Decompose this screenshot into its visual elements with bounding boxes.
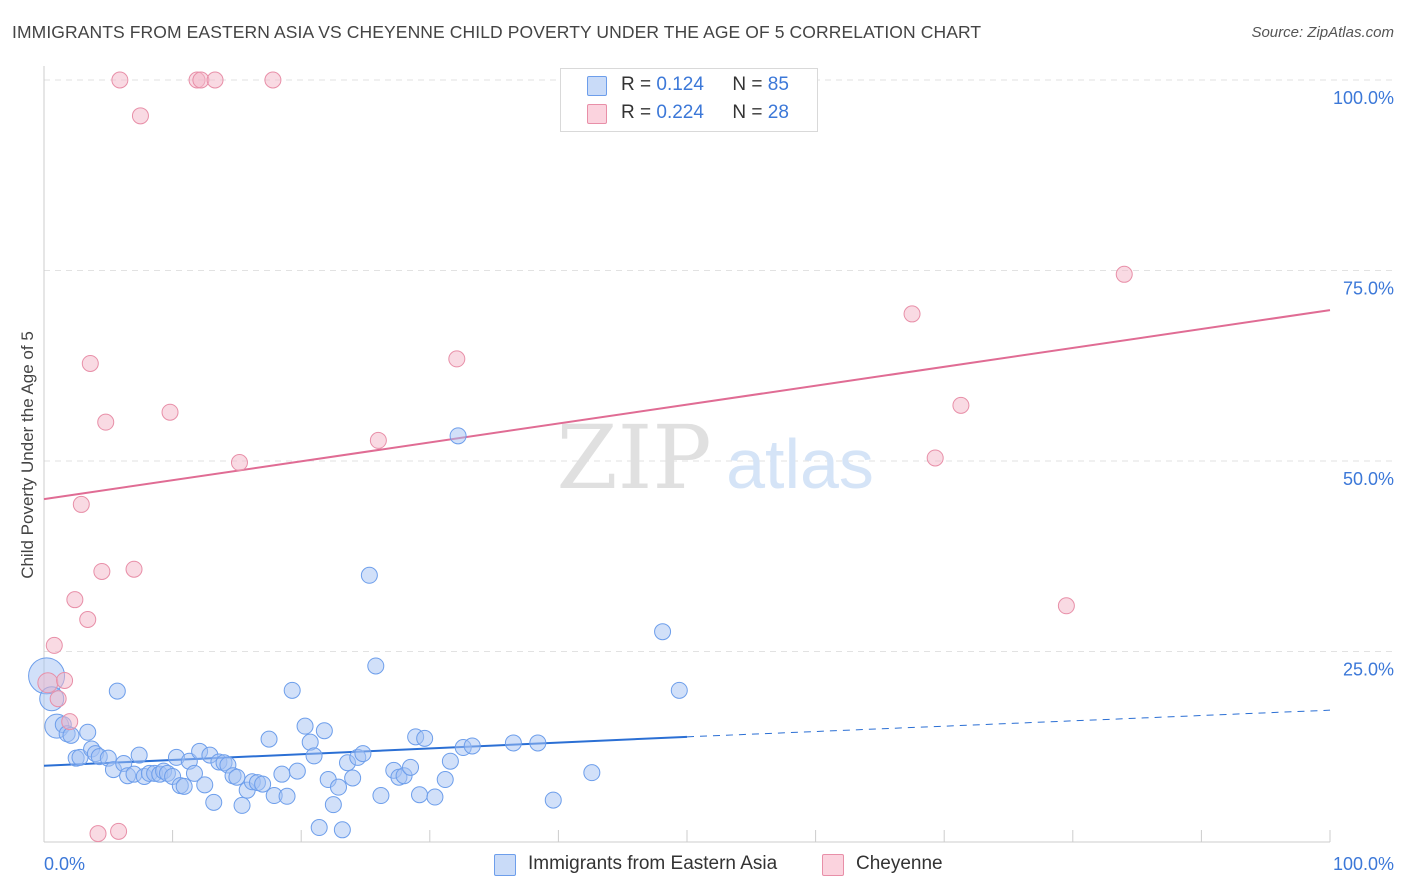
point-eastern-asia-28 xyxy=(175,777,193,795)
point-eastern-asia-18 xyxy=(130,746,148,764)
source-credit: Source: ZipAtlas.com xyxy=(1251,24,1394,41)
point-eastern-asia-85 xyxy=(670,681,688,699)
point-eastern-asia-14 xyxy=(108,682,126,700)
bottom-legend-label-cheyenne: Cheyenne xyxy=(856,853,943,874)
point-eastern-asia-47 xyxy=(273,765,291,783)
point-eastern-asia-48 xyxy=(278,787,296,805)
y-tick-label-1: 50.0% xyxy=(1343,469,1394,489)
point-cheyenne-11 xyxy=(97,413,115,431)
point-eastern-asia-34 xyxy=(205,793,223,811)
point-eastern-asia-65 xyxy=(367,657,385,675)
point-eastern-asia-30 xyxy=(185,764,203,782)
legend-stats-cheyenne: R = 0.224 N = 28 xyxy=(621,102,789,123)
point-eastern-asia-32 xyxy=(196,776,214,794)
gridlines xyxy=(44,79,1394,652)
point-cheyenne-14 xyxy=(125,560,143,578)
point-eastern-asia-70 xyxy=(402,758,420,776)
point-cheyenne-25 xyxy=(926,449,944,467)
point-cheyenne-7 xyxy=(79,610,97,628)
point-eastern-asia-83 xyxy=(583,764,601,782)
point-eastern-asia-51 xyxy=(296,717,314,735)
point-cheyenne-20 xyxy=(230,454,248,472)
point-cheyenne-24 xyxy=(903,305,921,323)
point-eastern-asia-66 xyxy=(372,787,390,805)
points-layer xyxy=(28,71,1133,843)
point-eastern-asia-79 xyxy=(463,737,481,755)
point-cheyenne-6 xyxy=(72,495,90,513)
trend-lines xyxy=(43,309,1331,767)
bottom-legend-label-eastern-asia: Immigrants from Eastern Asia xyxy=(528,853,778,874)
point-eastern-asia-55 xyxy=(315,722,333,740)
point-eastern-asia-58 xyxy=(329,778,347,796)
y-tick-label-2: 75.0% xyxy=(1343,279,1394,299)
point-eastern-asia-77 xyxy=(449,427,467,445)
point-eastern-asia-72 xyxy=(411,786,429,804)
point-eastern-asia-49 xyxy=(283,681,301,699)
point-cheyenne-19 xyxy=(206,71,224,89)
correlation-legend: R = 0.124 N = 85 R = 0.224 N = 28 xyxy=(560,68,818,132)
point-cheyenne-21 xyxy=(264,71,282,89)
point-eastern-asia-53 xyxy=(305,747,323,765)
point-cheyenne-5 xyxy=(66,591,84,609)
y-tick-label-3: 100.0% xyxy=(1333,88,1394,108)
point-eastern-asia-39 xyxy=(228,768,246,786)
point-cheyenne-18 xyxy=(192,71,210,89)
point-eastern-asia-73 xyxy=(416,729,434,747)
point-cheyenne-13 xyxy=(111,71,129,89)
point-cheyenne-1 xyxy=(45,636,63,654)
point-cheyenne-10 xyxy=(93,562,111,580)
y-tick-labels: 25.0% 50.0% 75.0% 100.0% xyxy=(1333,88,1394,680)
legend-stats-eastern-asia: R = 0.124 N = 85 xyxy=(621,74,789,95)
watermark-atlas: atlas xyxy=(726,425,874,503)
point-eastern-asia-81 xyxy=(529,734,547,752)
point-cheyenne-28 xyxy=(1115,265,1133,283)
point-eastern-asia-82 xyxy=(544,791,562,809)
point-cheyenne-23 xyxy=(448,350,466,368)
bottom-legend-swatch-eastern-asia xyxy=(494,854,516,876)
point-cheyenne-9 xyxy=(89,825,107,843)
point-cheyenne-16 xyxy=(161,403,179,421)
x-tick-marks xyxy=(172,830,1331,842)
point-cheyenne-26 xyxy=(952,396,970,414)
point-cheyenne-2 xyxy=(49,690,67,708)
x-tick-label-max: 100.0% xyxy=(1333,854,1394,874)
point-eastern-asia-45 xyxy=(260,730,278,748)
point-eastern-asia-59 xyxy=(333,821,351,839)
point-eastern-asia-80 xyxy=(504,734,522,752)
point-eastern-asia-50 xyxy=(288,762,306,780)
point-cheyenne-4 xyxy=(61,713,79,731)
point-eastern-asia-84 xyxy=(654,623,672,641)
legend-swatch-eastern-asia xyxy=(587,76,607,96)
point-cheyenne-0 xyxy=(37,672,59,694)
point-eastern-asia-44 xyxy=(254,775,272,793)
point-eastern-asia-61 xyxy=(344,769,362,787)
watermark: ZIP atlas xyxy=(556,406,874,509)
y-tick-label-0: 25.0% xyxy=(1343,660,1394,680)
point-cheyenne-3 xyxy=(56,671,74,689)
point-cheyenne-12 xyxy=(110,822,128,840)
chart-title: IMMIGRANTS FROM EASTERN ASIA VS CHEYENNE… xyxy=(12,22,982,42)
point-eastern-asia-54 xyxy=(310,819,328,837)
point-eastern-asia-74 xyxy=(426,788,444,806)
bottom-legend-swatch-cheyenne xyxy=(822,854,844,876)
trend-line-cheyenne xyxy=(43,309,1331,501)
point-cheyenne-8 xyxy=(81,354,99,372)
point-cheyenne-15 xyxy=(131,107,149,125)
watermark-zip: ZIP xyxy=(556,406,711,509)
point-cheyenne-22 xyxy=(369,431,387,449)
point-eastern-asia-64 xyxy=(360,566,378,584)
point-eastern-asia-57 xyxy=(324,796,342,814)
point-eastern-asia-8 xyxy=(79,723,97,741)
x-tick-labels: 0.0% 100.0% xyxy=(44,854,1394,874)
point-eastern-asia-63 xyxy=(354,745,372,763)
trend-line-dashed-eastern-asia xyxy=(686,709,1331,738)
point-eastern-asia-75 xyxy=(436,771,454,789)
x-tick-label-min: 0.0% xyxy=(44,854,85,874)
point-eastern-asia-76 xyxy=(441,752,459,770)
point-eastern-asia-40 xyxy=(233,796,251,814)
point-cheyenne-27 xyxy=(1057,597,1075,615)
legend-swatch-cheyenne xyxy=(587,104,607,124)
